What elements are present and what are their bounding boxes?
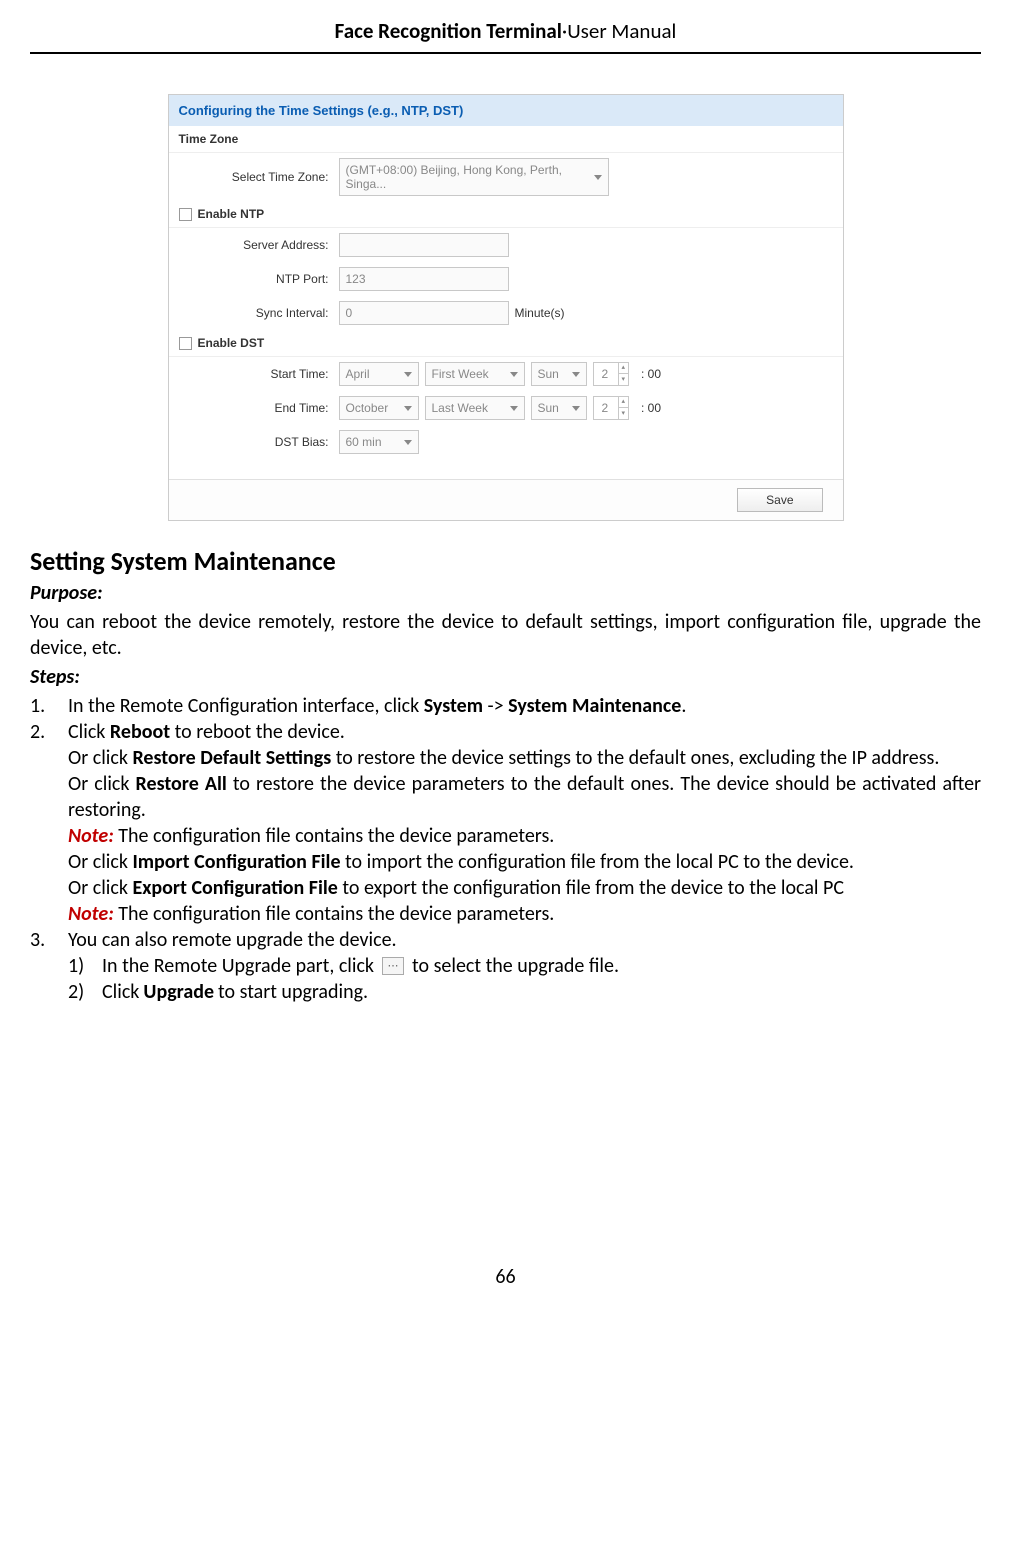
chevron-down-icon [572,372,580,377]
start-month-select[interactable]: April [339,362,419,386]
spinner-down-icon[interactable]: ▾ [619,374,629,385]
start-day-select[interactable]: Sun [531,362,587,386]
chevron-down-icon [404,440,412,445]
spinner-up-icon[interactable]: ▴ [619,363,629,374]
steps-label: Steps: [30,665,981,689]
chevron-down-icon [404,372,412,377]
timezone-label: Select Time Zone: [179,170,339,184]
ntp-checkbox[interactable] [179,208,192,221]
start-minute: : 00 [641,367,661,381]
dst-section-header: Enable DST [169,330,843,357]
save-button[interactable]: Save [737,488,822,512]
section-heading: Setting System Maintenance [30,545,981,577]
ntp-port-input[interactable]: 123 [339,267,509,291]
start-time-label: Start Time: [179,367,339,381]
sync-interval-input[interactable]: 0 [339,301,509,325]
end-hour-spinner[interactable]: 2 ▴▾ [593,396,630,420]
panel-title: Configuring the Time Settings (e.g., NTP… [169,95,843,126]
chevron-down-icon [510,372,518,377]
step-3: 3. You can also remote upgrade the devic… [30,927,981,953]
chevron-down-icon [572,406,580,411]
server-address-label: Server Address: [179,238,339,252]
sync-interval-label: Sync Interval: [179,306,339,320]
spinner-down-icon[interactable]: ▾ [619,408,629,419]
start-hour-spinner[interactable]: 2 ▴▾ [593,362,630,386]
chevron-down-icon [404,406,412,411]
step-3-1: 1) In the Remote Upgrade part, click ⋯ t… [30,953,981,979]
browse-icon: ⋯ [382,957,404,975]
purpose-label: Purpose: [30,581,981,605]
timezone-value: (GMT+08:00) Beijing, Hong Kong, Perth, S… [346,163,588,191]
server-address-input[interactable] [339,233,509,257]
end-month-select[interactable]: October [339,396,419,420]
chevron-down-icon [510,406,518,411]
step-3-2: 2) Click Upgrade to start upgrading. [30,979,981,1005]
header-title-bold: Face Recognition Terminal [335,18,562,44]
page-number: 66 [30,1265,981,1289]
end-time-label: End Time: [179,401,339,415]
dst-label: Enable DST [198,336,265,350]
header-title-normal: ·User Manual [562,18,676,44]
purpose-text: You can reboot the device remotely, rest… [30,609,981,661]
timezone-select[interactable]: (GMT+08:00) Beijing, Hong Kong, Perth, S… [339,158,609,196]
ntp-label: Enable NTP [198,207,265,221]
spinner-up-icon[interactable]: ▴ [619,397,629,408]
dst-checkbox[interactable] [179,337,192,350]
ntp-section-header: Enable NTP [169,201,843,228]
sync-unit: Minute(s) [515,306,565,320]
end-day-select[interactable]: Sun [531,396,587,420]
end-minute: : 00 [641,401,661,415]
step-2: 2. Click Reboot to reboot the device. Or… [30,719,981,927]
time-settings-panel: Configuring the Time Settings (e.g., NTP… [168,94,844,521]
chevron-down-icon [594,175,602,180]
start-week-select[interactable]: First Week [425,362,525,386]
ntp-port-label: NTP Port: [179,272,339,286]
dst-bias-label: DST Bias: [179,435,339,449]
step-1: 1. In the Remote Configuration interface… [30,693,981,719]
timezone-section-header: Time Zone [169,126,843,153]
end-week-select[interactable]: Last Week [425,396,525,420]
document-header: Face Recognition Terminal·User Manual [30,10,981,54]
dst-bias-select[interactable]: 60 min [339,430,419,454]
